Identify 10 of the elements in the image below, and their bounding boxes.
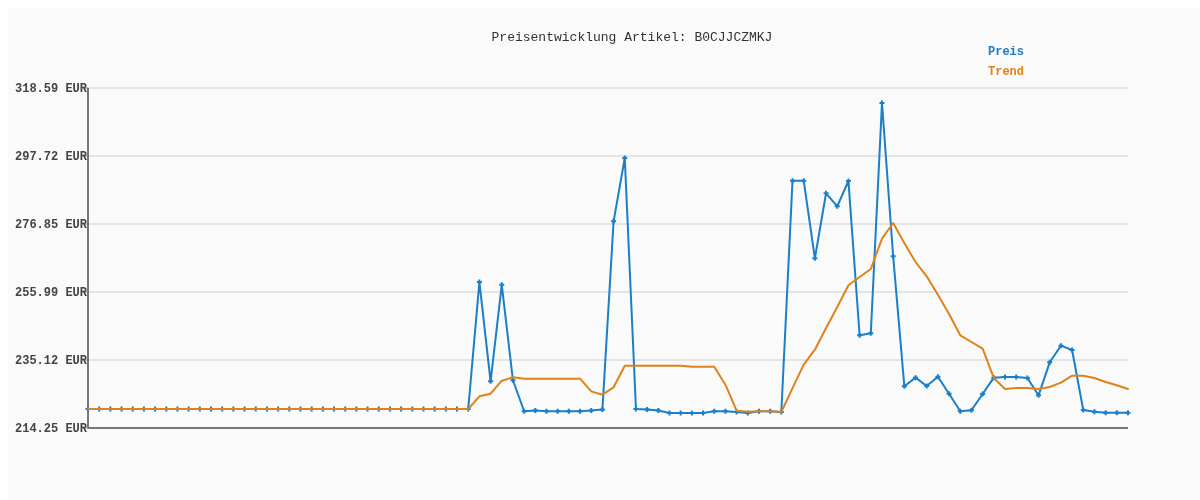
y-tick-label: 318.59 EUR (14, 82, 88, 97)
text: Preis (988, 45, 1025, 59)
y-tick-label: 297.72 EUR (14, 150, 88, 165)
y-tick-label: 255.99 EUR (14, 286, 88, 301)
text: Trend (988, 65, 1025, 79)
y-tick-label: 214.25 EUR (14, 422, 88, 437)
y-tick-label: 276.85 EUR (14, 218, 88, 233)
line-series (87, 222, 1129, 413)
chart-title: Preisentwicklung Artikel: B0CJJCZMKJ (491, 30, 773, 45)
y-tick-label: 235.12 EUR (14, 354, 88, 369)
